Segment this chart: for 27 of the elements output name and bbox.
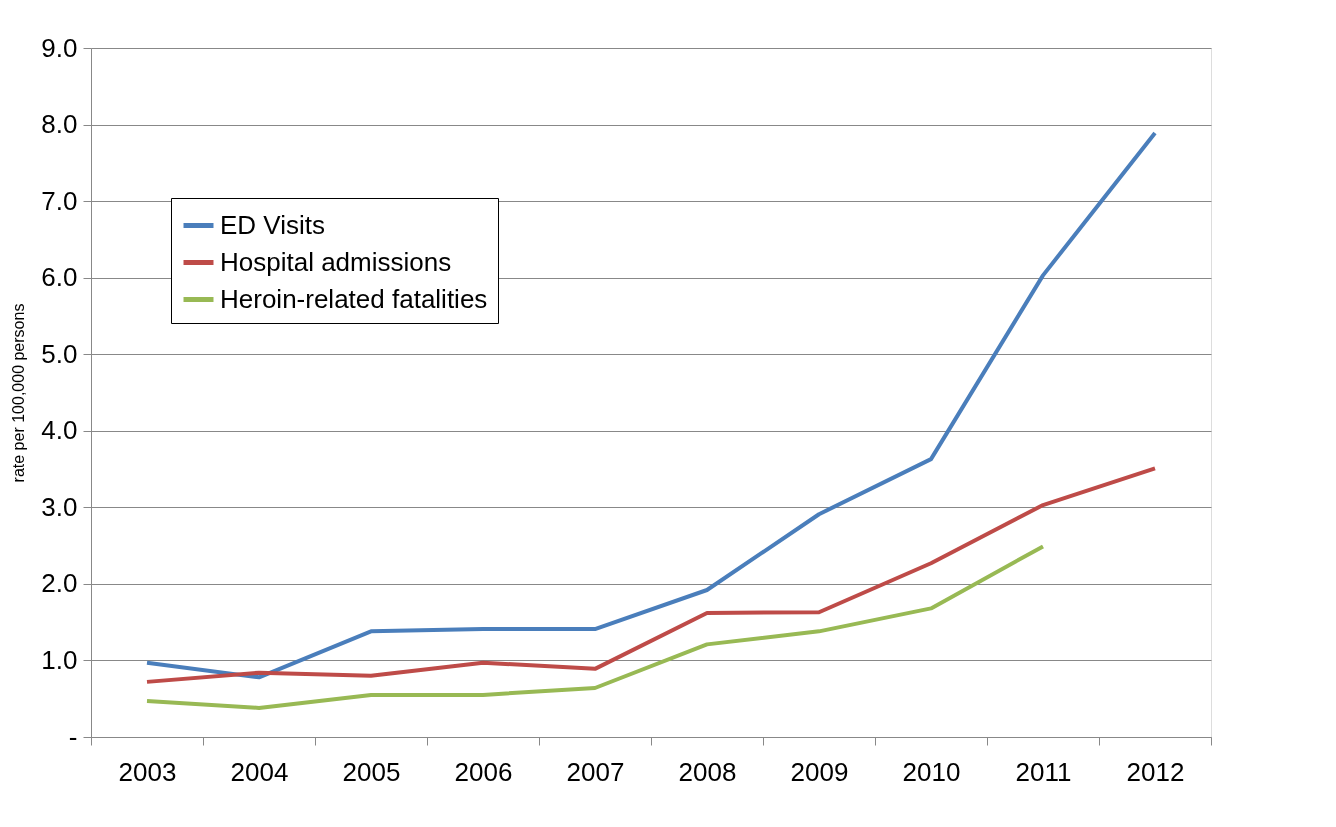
legend-label: Hospital admissions [220, 246, 452, 277]
line-series [145, 130, 1157, 680]
y-tick-label: 3.0 [41, 491, 78, 522]
y-tick-label: 5.0 [41, 338, 78, 369]
x-tick-label: 2007 [566, 756, 625, 787]
x-tick-label: 2004 [230, 756, 289, 787]
x-tick-label: 2003 [118, 756, 177, 787]
x-tick-label: 2008 [678, 756, 737, 787]
y-tick-label: - [68, 721, 78, 752]
line-series [145, 466, 1157, 684]
legend-label: Heroin-related fatalities [220, 283, 488, 314]
x-tick-label: 2012 [1126, 756, 1185, 787]
y-tick-label: 4.0 [41, 415, 78, 446]
y-tick-label: 8.0 [41, 109, 78, 140]
y-axis-title: rate per 100,000 persons [10, 303, 28, 483]
y-tick-label: 2.0 [41, 568, 78, 599]
y-tick-label: 1.0 [41, 644, 78, 675]
y-tick-label: 7.0 [41, 185, 78, 216]
x-tick-label: 2010 [902, 756, 961, 787]
y-tick-label: 6.0 [41, 262, 78, 293]
x-tick-label: 2009 [790, 756, 849, 787]
y-tick-label: 9.0 [41, 32, 78, 63]
x-tick-label: 2005 [342, 756, 401, 787]
legend-label: ED Visits [220, 209, 325, 240]
x-tick-label: 2006 [454, 756, 513, 787]
x-tick-label: 2011 [1015, 756, 1072, 787]
line-series [145, 544, 1045, 710]
